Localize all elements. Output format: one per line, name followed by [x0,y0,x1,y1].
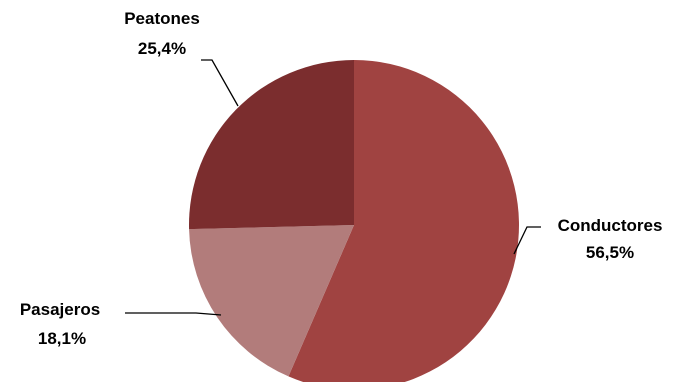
pie-slices [189,60,519,382]
slice-label-conductores: Conductores [558,216,663,235]
leader-line-peatones [201,60,238,106]
slice-label-pasajeros: Pasajeros [20,300,100,319]
leader-line-pasajeros [125,313,221,315]
slice-value-peatones: 25,4% [138,39,186,58]
slice-value-pasajeros: 18,1% [38,329,86,348]
slice-value-conductores: 56,5% [586,243,634,262]
pie-slice-peatones [189,60,354,229]
slice-label-peatones: Peatones [124,9,200,28]
